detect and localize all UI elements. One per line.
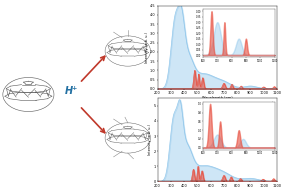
Text: C₆₀H₂⁺: C₆₀H₂⁺ xyxy=(262,102,275,106)
X-axis label: Wavelength (nm): Wavelength (nm) xyxy=(202,96,233,100)
Text: C₆₀H₁⁺: C₆₀H₁⁺ xyxy=(262,10,275,14)
Y-axis label: Intensity (arb. u.): Intensity (arb. u.) xyxy=(148,124,152,155)
Y-axis label: Intensity (arb. u.): Intensity (arb. u.) xyxy=(145,32,149,63)
Text: H⁺: H⁺ xyxy=(64,86,78,96)
